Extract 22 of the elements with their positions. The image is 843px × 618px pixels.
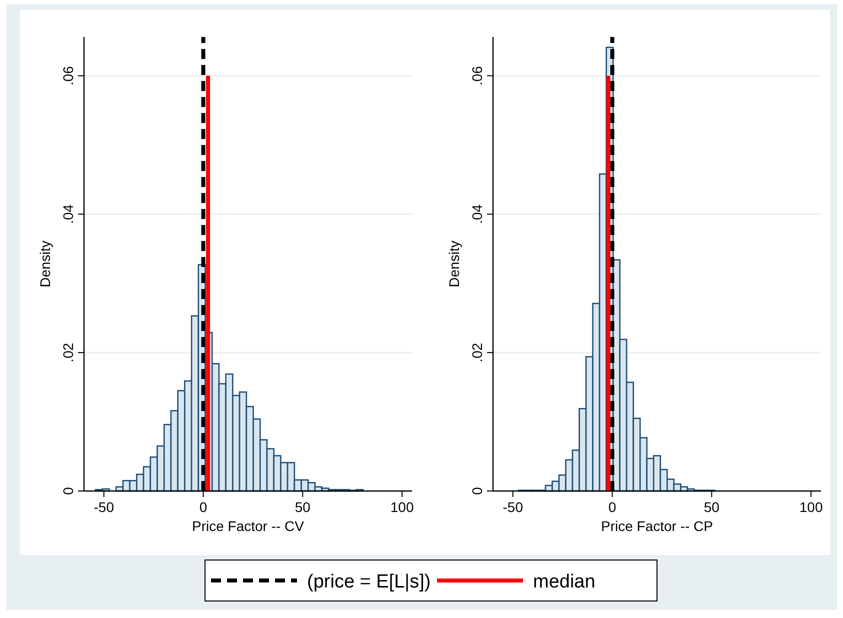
x-tick-label: -50 [94, 499, 114, 515]
x-tick-label: 100 [390, 499, 414, 515]
y-tick-label: .02 [60, 342, 76, 362]
y-tick-label: 0 [60, 486, 76, 495]
legend-label: (price = E[L|s]) [307, 572, 431, 592]
y-axis-title: Density [37, 240, 53, 288]
x-tick-label: 0 [608, 499, 616, 515]
x-axis-title: Price Factor -- CP [600, 518, 714, 534]
x-tick-label: 0 [199, 499, 208, 515]
y-tick-label: 0 [469, 486, 485, 495]
y-tick-label: .02 [469, 342, 485, 362]
legend-label: median [533, 572, 596, 592]
y-tick-label: .06 [60, 66, 76, 86]
y-tick-label: .04 [60, 204, 76, 224]
x-tick-label: -50 [502, 499, 524, 515]
y-axis-title: Density [446, 240, 462, 288]
x-axis-title: Price Factor -- CV [192, 518, 305, 534]
x-tick-label: 50 [704, 499, 720, 515]
y-tick-label: .06 [469, 66, 485, 86]
x-tick-label: 50 [294, 499, 311, 515]
y-tick-label: .04 [469, 204, 485, 224]
x-tick-label: 100 [799, 499, 823, 515]
